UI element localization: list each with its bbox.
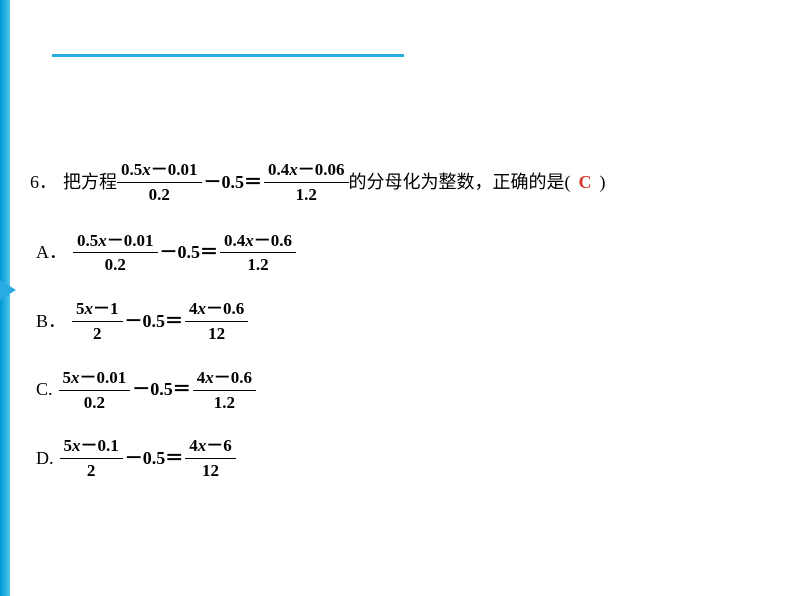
option-label: D. — [36, 446, 54, 471]
frac-den: 2 — [72, 321, 123, 346]
frac-num: 5x－0.1 — [60, 434, 123, 458]
question-mid: －0.5＝ — [204, 170, 263, 195]
opt-mid: －0.5＝ — [132, 377, 191, 402]
question-number: 6． — [30, 170, 57, 195]
frac-num: 5x－1 — [72, 297, 123, 321]
frac-num: 4x－0.6 — [185, 297, 248, 321]
frac-num: 4x－6 — [185, 434, 236, 458]
frac-den: 1.2 — [220, 252, 296, 277]
answer-letter: C — [579, 170, 592, 195]
opt-frac-right: 4x－6 12 — [185, 434, 236, 483]
question-row: 6． 把方程 0.5x－0.01 0.2 －0.5＝ 0.4x－0.06 1.2… — [30, 158, 770, 207]
question-suffix-close: ) — [600, 170, 606, 195]
opt-mid: －0.5＝ — [160, 240, 219, 265]
opt-frac-left: 5x－1 2 — [72, 297, 123, 346]
frac-num: 0.4x－0.06 — [264, 158, 349, 182]
frac-num: 4x－0.6 — [193, 366, 256, 390]
frac-den: 12 — [185, 458, 236, 483]
option-c: C. 5x－0.01 0.2 －0.5＝ 4x－0.6 1.2 — [36, 366, 770, 415]
question-prefix: 把方程 — [63, 170, 117, 195]
top-underline — [52, 54, 404, 57]
opt-frac-right: 4x－0.6 12 — [185, 297, 248, 346]
option-label: B． — [36, 309, 66, 334]
option-label: A． — [36, 240, 67, 265]
opt-frac-right: 4x－0.6 1.2 — [193, 366, 256, 415]
question-suffix: 的分母化为整数，正确的是( — [349, 170, 571, 195]
frac-den: 0.2 — [73, 252, 158, 277]
opt-frac-right: 0.4x－0.6 1.2 — [220, 229, 296, 278]
option-b: B． 5x－1 2 －0.5＝ 4x－0.6 12 — [36, 297, 770, 346]
frac-num: 0.5x－0.01 — [117, 158, 202, 182]
frac-den: 0.2 — [117, 182, 202, 207]
frac-num: 0.4x－0.6 — [220, 229, 296, 253]
frac-num: 5x－0.01 — [59, 366, 131, 390]
opt-frac-left: 0.5x－0.01 0.2 — [73, 229, 158, 278]
option-d: D. 5x－0.1 2 －0.5＝ 4x－6 12 — [36, 434, 770, 483]
option-a: A． 0.5x－0.01 0.2 －0.5＝ 0.4x－0.6 1.2 — [36, 229, 770, 278]
frac-den: 1.2 — [264, 182, 349, 207]
question-frac-right: 0.4x－0.06 1.2 — [264, 158, 349, 207]
opt-frac-left: 5x－0.1 2 — [60, 434, 123, 483]
question-frac-left: 0.5x－0.01 0.2 — [117, 158, 202, 207]
frac-den: 2 — [60, 458, 123, 483]
left-arrow-icon — [0, 280, 16, 300]
frac-den: 12 — [185, 321, 248, 346]
frac-den: 0.2 — [59, 390, 131, 415]
opt-mid: －0.5＝ — [125, 446, 184, 471]
options-block: A． 0.5x－0.01 0.2 －0.5＝ 0.4x－0.6 1.2 B． 5… — [36, 229, 770, 483]
opt-mid: －0.5＝ — [125, 309, 184, 334]
frac-num: 0.5x－0.01 — [73, 229, 158, 253]
content-area: 6． 把方程 0.5x－0.01 0.2 －0.5＝ 0.4x－0.06 1.2… — [30, 158, 770, 503]
opt-frac-left: 5x－0.01 0.2 — [59, 366, 131, 415]
option-label: C. — [36, 377, 53, 402]
frac-den: 1.2 — [193, 390, 256, 415]
